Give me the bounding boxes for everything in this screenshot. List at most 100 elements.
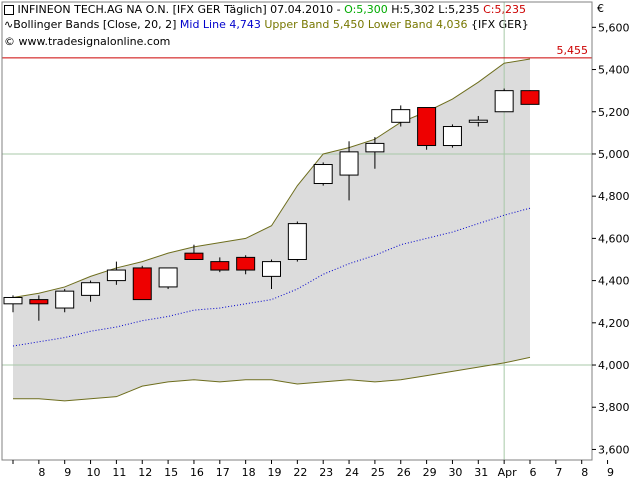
candle — [442, 124, 462, 148]
x-tick-label: 9 — [607, 466, 614, 479]
candle-body — [365, 142, 385, 153]
candle-body — [210, 261, 230, 271]
y-tick-label: 3,800 — [598, 401, 630, 414]
y-tick-label: 4,600 — [598, 232, 630, 245]
chart-header-line2: ∿Bollinger Bands [Close, 20, 2] Mid Line… — [4, 18, 529, 31]
candle-body — [339, 151, 359, 176]
x-tick-label: 8 — [581, 466, 588, 479]
bollinger-icon: ∿ — [4, 18, 14, 31]
mid-line-value: Mid Line 4,743 — [179, 18, 261, 31]
candle — [81, 280, 101, 302]
copyright-icon: © — [4, 35, 15, 48]
band-lines — [12, 58, 531, 402]
candle — [468, 115, 488, 127]
candle-body — [55, 290, 75, 309]
candle-body — [391, 109, 411, 123]
x-tick-label: 19 — [268, 466, 282, 479]
candle-body — [417, 107, 437, 147]
chart-header-line1: INFINEON TECH.AG NA O.N. [IFX GER Täglic… — [4, 3, 526, 16]
candle — [3, 295, 23, 313]
candle — [365, 137, 385, 169]
candle — [494, 88, 514, 113]
x-tick-label: 8 — [38, 466, 45, 479]
y-tick-label: 5,400 — [598, 64, 630, 77]
candle — [158, 267, 178, 290]
high-low-values: H:5,302 L:5,235 — [387, 3, 484, 16]
reference-line-label: 5,455 — [557, 44, 589, 57]
x-tick-label: 26 — [397, 466, 411, 479]
y-tick-label: 5,600 — [598, 21, 630, 34]
band-values: Upper Band 5,450 Lower Band 4,036 — [260, 18, 468, 31]
x-tick-label: 11 — [112, 466, 126, 479]
candle — [132, 265, 152, 301]
chart-header-line3: © www.tradesignalonline.com — [4, 35, 170, 48]
candle-body — [29, 299, 49, 305]
candle-body — [236, 256, 256, 271]
x-tick-label: Apr — [498, 466, 518, 479]
candle — [210, 257, 230, 273]
x-tick-label: 30 — [448, 466, 462, 479]
x-tick-label: 29 — [423, 466, 437, 479]
candle-body — [442, 126, 462, 147]
y-tick-label: 4,000 — [598, 359, 630, 372]
upper-band-line — [12, 58, 531, 298]
x-tick-label: 17 — [216, 466, 230, 479]
candle — [391, 105, 411, 127]
grid-lines: 5,455 — [2, 2, 592, 460]
x-tick-label: 25 — [371, 466, 385, 479]
candle — [287, 221, 307, 262]
candle — [339, 141, 359, 201]
candle — [106, 261, 126, 285]
candles — [3, 88, 540, 321]
indicator-symbol: {IFX GER} — [467, 18, 529, 31]
candle-body — [262, 261, 281, 277]
bollinger-band-area — [13, 58, 530, 401]
candle-body — [468, 119, 488, 123]
x-tick-label: 9 — [64, 466, 71, 479]
x-tick-label: 10 — [87, 466, 101, 479]
mid-line — [12, 207, 531, 347]
candle — [313, 162, 333, 186]
x-tick-label: 18 — [242, 466, 256, 479]
y-tick-label: 4,200 — [598, 317, 630, 330]
y-tick-label: 4,800 — [598, 190, 630, 203]
x-tick-label: 6 — [530, 466, 537, 479]
candle-body — [313, 164, 333, 185]
candle-body — [106, 269, 126, 282]
open-value: O:5,300 — [344, 3, 388, 16]
axes: 3,600 3,800 4,000 4,200 4,400 4,600 4,800 5,000… — [1, 1, 630, 479]
instrument-info: INFINEON TECH.AG NA O.N. [IFX GER Täglic… — [17, 3, 345, 16]
x-tick-label: 16 — [190, 466, 204, 479]
website-label: www.tradesignalonline.com — [18, 35, 171, 48]
candle-body — [81, 282, 101, 296]
x-tick-label: 22 — [293, 466, 307, 479]
y-tick-label: 5,200 — [598, 106, 630, 119]
candle-body — [184, 252, 204, 260]
x-tick-label: 12 — [138, 466, 152, 479]
candle — [417, 107, 437, 150]
candle — [236, 255, 256, 275]
candle-body — [520, 90, 540, 105]
candle — [262, 259, 281, 290]
y-tick-label: 5,000 — [598, 148, 630, 161]
y-tick-label: 4,400 — [598, 275, 630, 288]
lower-band-line — [13, 356, 531, 402]
indicator-info: Bollinger Bands [Close, 20, 2] — [13, 18, 180, 31]
candle-body — [287, 223, 307, 260]
y-tick-label: 3,600 — [598, 443, 630, 456]
candle — [29, 295, 49, 321]
x-tick-label: 31 — [474, 466, 488, 479]
candle — [520, 90, 540, 105]
x-tick-label: 7 — [555, 466, 562, 479]
currency-label: € — [597, 2, 604, 15]
x-tick-label: 24 — [345, 466, 359, 479]
instrument-color-swatch — [4, 5, 14, 15]
candle — [55, 289, 75, 313]
candle-body — [158, 267, 178, 288]
candle-body — [494, 90, 514, 113]
x-tick-label: 23 — [319, 466, 333, 479]
candle-body — [132, 267, 152, 301]
candle — [184, 244, 204, 260]
band-fill — [13, 58, 530, 401]
